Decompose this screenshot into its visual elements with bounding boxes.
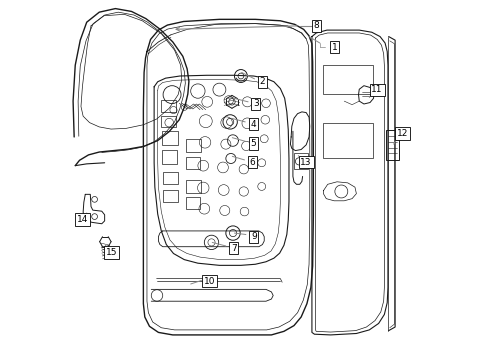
Text: 10: 10 bbox=[203, 276, 215, 285]
Bar bbox=[186, 157, 200, 169]
Bar bbox=[186, 180, 201, 193]
Text: 8: 8 bbox=[313, 21, 319, 30]
Text: 4: 4 bbox=[250, 120, 255, 129]
Text: 2: 2 bbox=[259, 77, 264, 86]
Text: 5: 5 bbox=[250, 139, 255, 148]
Text: 3: 3 bbox=[253, 99, 258, 108]
Text: 14: 14 bbox=[77, 215, 88, 224]
Bar bbox=[322, 65, 372, 94]
Bar bbox=[186, 139, 201, 152]
Text: 15: 15 bbox=[106, 248, 117, 257]
Text: 12: 12 bbox=[396, 129, 407, 138]
Bar bbox=[163, 190, 178, 202]
Bar bbox=[162, 131, 178, 145]
Bar bbox=[161, 100, 176, 112]
Bar bbox=[161, 116, 175, 127]
Text: 9: 9 bbox=[250, 232, 256, 241]
Bar bbox=[385, 130, 398, 160]
Bar bbox=[186, 197, 200, 209]
Text: 6: 6 bbox=[249, 158, 255, 167]
Bar bbox=[163, 172, 178, 184]
Text: 11: 11 bbox=[371, 85, 382, 94]
Bar bbox=[293, 153, 308, 169]
Bar bbox=[322, 123, 372, 158]
Text: 1: 1 bbox=[331, 43, 337, 52]
Bar bbox=[162, 149, 177, 164]
Text: 13: 13 bbox=[300, 158, 311, 167]
Text: 7: 7 bbox=[230, 244, 236, 253]
